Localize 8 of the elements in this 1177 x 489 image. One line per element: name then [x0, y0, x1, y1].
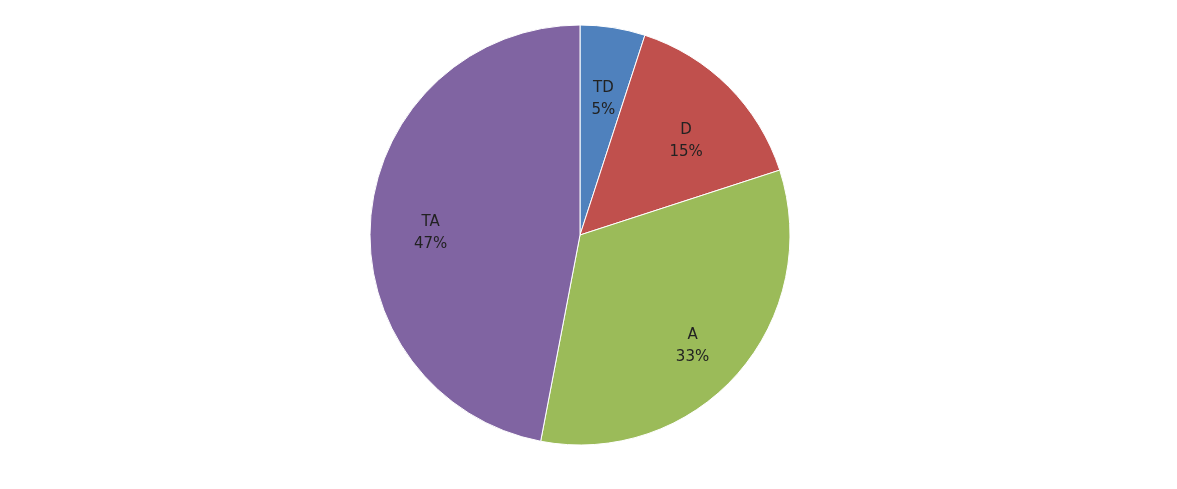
data-label: 33% — [675, 347, 710, 366]
slice-label: TA — [420, 211, 441, 230]
data-label: 5% — [591, 99, 616, 118]
data-label: 47% — [413, 233, 448, 252]
data-label: 15% — [669, 141, 703, 160]
slice-label: D — [680, 119, 692, 138]
slice-label: A — [687, 325, 699, 344]
slice-label: TD — [592, 77, 614, 96]
